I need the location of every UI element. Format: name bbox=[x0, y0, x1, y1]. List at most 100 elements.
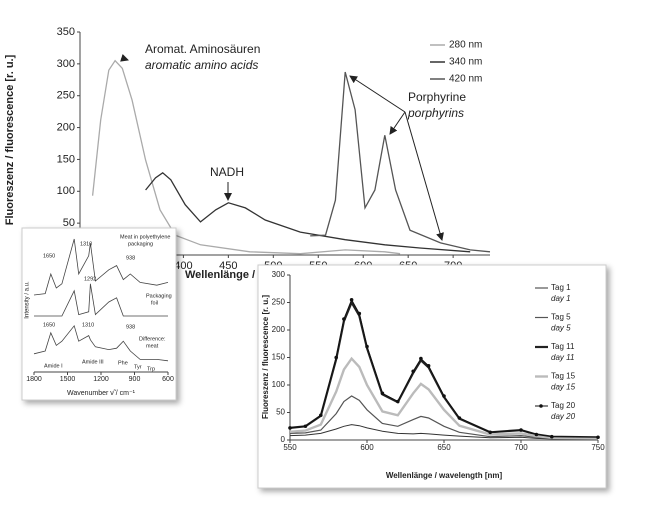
point bbox=[288, 426, 292, 430]
annotation: Amide I bbox=[44, 363, 63, 369]
point bbox=[442, 394, 446, 398]
y-tick-label: 250 bbox=[57, 90, 75, 102]
annotation: Trp bbox=[147, 366, 155, 372]
legend-label: Tag 1 bbox=[551, 283, 571, 292]
x-tick-label: 1500 bbox=[60, 376, 76, 383]
x-tick-label: 900 bbox=[129, 376, 141, 383]
x-tick-label: 600 bbox=[360, 443, 374, 452]
arrow bbox=[389, 111, 406, 135]
point bbox=[365, 344, 369, 349]
y-tick-label: 0 bbox=[281, 435, 286, 444]
legend-label: Tag 20 bbox=[551, 401, 576, 410]
point bbox=[488, 430, 493, 435]
x-tick-label: 600 bbox=[162, 376, 174, 383]
annotation: 1310 bbox=[82, 322, 94, 328]
annotation: Porphyrine bbox=[408, 90, 466, 104]
point bbox=[349, 297, 354, 302]
point bbox=[534, 432, 539, 437]
legend-label: Tag 11 bbox=[551, 342, 575, 351]
annotation: Aromat. Aminosäuren bbox=[145, 42, 260, 56]
point bbox=[596, 435, 600, 440]
legend-label: day 1 bbox=[551, 294, 571, 303]
point bbox=[342, 317, 346, 321]
x-tick-label: 400 bbox=[174, 260, 192, 272]
legend-label: day 15 bbox=[551, 383, 576, 392]
series-line bbox=[289, 356, 599, 440]
point bbox=[519, 428, 523, 432]
annotation: 1292 bbox=[84, 276, 96, 282]
x-axis-label: Wavenumber ν̃ / cm⁻¹ bbox=[67, 390, 136, 397]
legend-label: day 20 bbox=[551, 412, 576, 421]
series-line bbox=[34, 283, 168, 317]
point bbox=[380, 391, 385, 396]
x-tick-label: 450 bbox=[219, 260, 237, 272]
annotation: NADH bbox=[210, 165, 244, 179]
y-tick-label: 350 bbox=[57, 26, 75, 38]
y-tick-label: 100 bbox=[272, 380, 286, 389]
x-axis-label: Wellenlänge / wavelength [nm] bbox=[386, 471, 503, 480]
x-tick-label: 750 bbox=[591, 443, 605, 452]
legend-label: Tag 5 bbox=[551, 313, 571, 322]
arrow bbox=[349, 75, 406, 113]
y-axis-label: Fluoreszenz / fluorescence [r. u.] bbox=[261, 295, 270, 419]
series-line bbox=[33, 238, 169, 296]
annotation: Difference: bbox=[139, 336, 166, 342]
legend-label: day 5 bbox=[551, 324, 571, 333]
annotation: Amide III bbox=[82, 359, 104, 365]
annotation: Phe bbox=[118, 360, 128, 366]
y-tick-label: 300 bbox=[57, 58, 75, 70]
annotation: packaging bbox=[128, 241, 153, 247]
legend-label: day 11 bbox=[551, 353, 574, 362]
annotation: 938 bbox=[126, 324, 135, 330]
arrow bbox=[120, 53, 129, 62]
y-tick-label: 50 bbox=[63, 217, 75, 229]
annotation: 1650 bbox=[43, 322, 55, 328]
legend-marker bbox=[539, 404, 543, 408]
annotation: 938 bbox=[126, 255, 135, 261]
x-tick-label: 700 bbox=[514, 443, 528, 452]
arrow bbox=[404, 111, 444, 241]
point bbox=[411, 369, 416, 374]
legend-label: 280 nm bbox=[449, 40, 482, 51]
y-tick-label: 50 bbox=[276, 408, 285, 417]
series-line bbox=[310, 71, 491, 253]
annotation: Packaging bbox=[146, 293, 172, 299]
inset-card bbox=[21, 227, 177, 401]
y-tick-label: 300 bbox=[272, 270, 286, 279]
point bbox=[334, 355, 339, 360]
raman-chart: 1800 1500 1200 900 600 Wavenumber ν̃ / cm⁻¹ In… bbox=[25, 234, 174, 396]
point bbox=[303, 424, 308, 429]
x-tick-label: 1200 bbox=[93, 376, 109, 383]
y-tick-label: 200 bbox=[57, 121, 75, 133]
y-axis-label: Fluoreszenz / fluorescence [r. u.] bbox=[4, 54, 16, 225]
legend-label: Tag 15 bbox=[551, 372, 576, 381]
storage-chart: 550 600 650 700 750 0 50 100 150 200 250 300 Wellenl… bbox=[261, 270, 605, 480]
series-line bbox=[289, 298, 599, 438]
series-line bbox=[91, 59, 401, 255]
series-line bbox=[33, 324, 169, 362]
annotation: meat bbox=[146, 343, 159, 349]
annotation: 1650 bbox=[43, 253, 55, 259]
series-line bbox=[145, 171, 471, 253]
annotation: porphyrins bbox=[407, 106, 464, 120]
annotation: aromatic amino acids bbox=[145, 58, 258, 72]
y-tick-label: 250 bbox=[272, 298, 286, 307]
point bbox=[457, 416, 462, 420]
annotation: foil bbox=[151, 300, 158, 306]
point bbox=[396, 399, 400, 404]
point bbox=[419, 356, 423, 361]
legend-label: 420 nm bbox=[449, 74, 482, 85]
y-tick-label: 150 bbox=[272, 353, 286, 362]
y-tick-label: 200 bbox=[272, 325, 286, 334]
annotation: Meat in polyethylene bbox=[120, 234, 170, 240]
point bbox=[550, 434, 554, 439]
legend-label: 340 nm bbox=[449, 57, 482, 68]
annotation: Tyr bbox=[134, 364, 142, 370]
series-line bbox=[289, 424, 598, 440]
series-line bbox=[289, 395, 599, 440]
point bbox=[426, 363, 431, 368]
x-tick-label: 550 bbox=[283, 443, 297, 452]
x-tick-label: 650 bbox=[437, 443, 451, 452]
y-tick-label: 150 bbox=[57, 153, 75, 165]
